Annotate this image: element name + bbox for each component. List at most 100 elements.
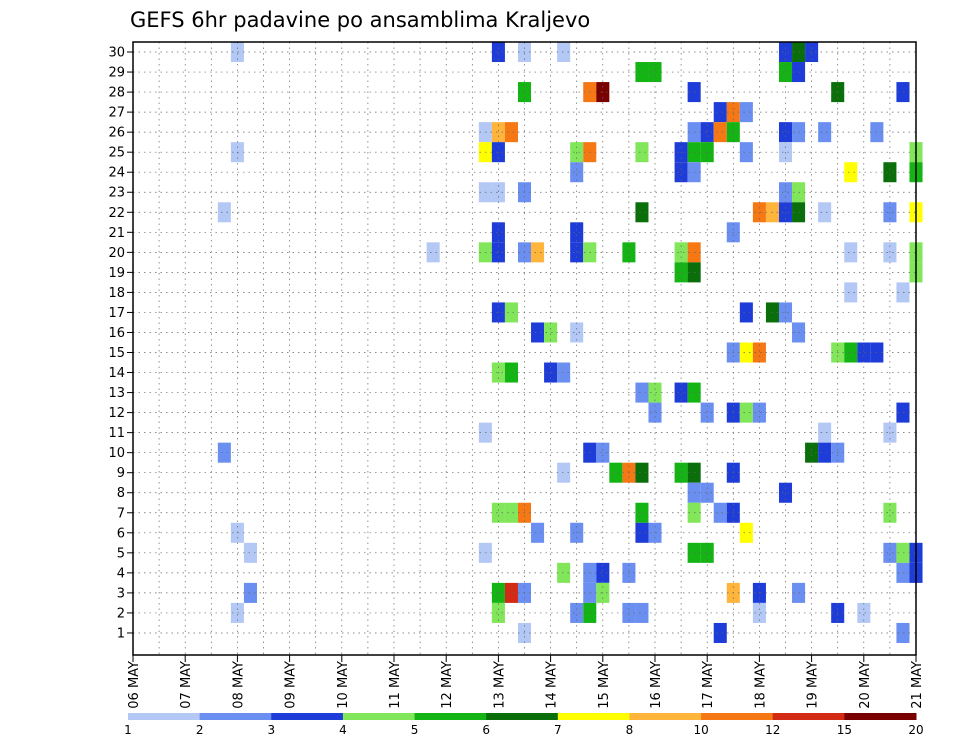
heatmap-cell <box>700 542 714 563</box>
heatmap-cell <box>778 182 793 203</box>
heatmap-cell <box>674 382 688 403</box>
heatmap-cell <box>896 282 910 303</box>
heatmap-cell <box>243 582 257 603</box>
heatmap-cell <box>818 122 832 143</box>
heatmap-cell <box>752 342 766 363</box>
heatmap-cell <box>635 602 649 623</box>
heatmap-cell <box>531 242 545 263</box>
heatmap-cell <box>531 322 545 343</box>
legend-tick-label: 3 <box>267 723 275 737</box>
heatmap-cell <box>504 502 518 523</box>
y-tick-label: 14 <box>108 366 125 381</box>
heatmap-cell <box>596 442 610 463</box>
heatmap-cell <box>674 262 688 283</box>
heatmap-cell <box>557 462 571 483</box>
x-tick-label: 06 MAY <box>127 661 142 709</box>
legend-tick-label: 20 <box>908 723 923 737</box>
heatmap-cell <box>635 62 649 83</box>
heatmap-cell <box>896 402 910 423</box>
heatmap-cell <box>491 602 505 623</box>
heatmap-cell <box>570 162 584 183</box>
x-tick-label: 08 MAY <box>231 661 246 709</box>
y-axis: 1234567891011121314151617181920212223242… <box>108 46 133 641</box>
heatmap-cell <box>883 542 897 563</box>
heatmap-cell <box>570 322 584 343</box>
y-tick-label: 18 <box>108 286 125 301</box>
y-tick-label: 22 <box>108 206 125 221</box>
heatmap-cell <box>713 102 727 123</box>
legend-tick-label: 6 <box>482 723 490 737</box>
heatmap-cell <box>504 122 518 143</box>
heatmap-cell <box>570 602 584 623</box>
y-tick-label: 5 <box>117 546 125 561</box>
y-tick-label: 15 <box>108 346 125 361</box>
x-tick-label: 12 MAY <box>440 661 455 709</box>
heatmap-cell <box>700 402 714 423</box>
heatmap-cell <box>557 362 571 383</box>
heatmap-cell <box>648 62 662 83</box>
heatmap-cell <box>570 222 584 243</box>
heatmap-cell <box>635 502 649 523</box>
legend-tick-label: 10 <box>693 723 708 737</box>
heatmap-cell <box>713 622 727 643</box>
heatmap-cell <box>752 202 766 223</box>
heatmap-cell <box>674 462 688 483</box>
y-tick-label: 6 <box>117 526 125 541</box>
legend-tick-label: 7 <box>554 723 562 737</box>
x-tick-label: 10 MAY <box>336 661 351 709</box>
heatmap-cell <box>857 342 871 363</box>
heatmap-cell <box>700 122 714 143</box>
x-axis: 06 MAY 07 MAY 08 MAY 09 MAY 10 MAY 11 MAY 12 M… <box>127 655 925 709</box>
heatmap-cell <box>778 202 793 223</box>
heatmap-cell <box>504 362 518 383</box>
legend-swatch <box>271 713 344 720</box>
heatmap-cell <box>818 202 832 223</box>
heatmap-cell <box>217 202 231 223</box>
heatmap-cell <box>739 522 753 543</box>
heatmap-cell <box>531 522 545 543</box>
legend-swatch <box>342 713 416 720</box>
x-tick-label: 16 MAY <box>649 661 664 709</box>
legend-swatch <box>844 713 917 720</box>
heatmap-cell <box>700 482 714 503</box>
heatmap-cell <box>635 462 649 483</box>
x-tick-label: 19 MAY <box>806 661 821 709</box>
y-tick-label: 1 <box>117 626 125 641</box>
heatmap-cell <box>896 622 910 643</box>
legend-tick-label: 1 <box>124 723 132 737</box>
heatmap-cell <box>818 422 832 443</box>
y-tick-label: 21 <box>108 226 125 241</box>
legend-swatch <box>128 713 201 720</box>
heatmap-cell <box>674 162 688 183</box>
y-tick-label: 25 <box>108 146 125 161</box>
heatmap-cell <box>243 542 257 563</box>
y-tick-label: 11 <box>108 426 125 441</box>
y-tick-label: 19 <box>108 266 125 281</box>
heatmap-cell <box>778 122 793 143</box>
legend-swatch <box>199 713 272 720</box>
x-tick-label: 17 MAY <box>701 661 716 709</box>
heatmap-cell <box>805 442 819 463</box>
chart-title: GEFS 6hr padavine po ansamblima Kraljevo <box>130 8 590 32</box>
heatmap-cells <box>217 42 923 643</box>
heatmap-cell <box>896 562 910 583</box>
y-tick-label: 17 <box>108 306 125 321</box>
x-tick-label: 11 MAY <box>388 661 403 709</box>
legend-tick-label: 8 <box>626 723 634 737</box>
heatmap-cell <box>844 342 858 363</box>
heatmap-cell <box>713 502 727 523</box>
legend-tick-label: 4 <box>339 723 347 737</box>
y-tick-label: 3 <box>117 586 125 601</box>
y-tick-label: 29 <box>108 66 125 81</box>
heatmap-cell <box>557 42 571 63</box>
heatmap-cell <box>491 502 505 523</box>
x-tick-label: 20 MAY <box>858 661 873 709</box>
y-tick-label: 4 <box>117 566 125 581</box>
heatmap-cell <box>896 542 910 563</box>
y-tick-label: 24 <box>108 166 125 181</box>
x-tick-label: 18 MAY <box>753 661 768 709</box>
heatmap-cell <box>805 42 819 63</box>
heatmap-cell <box>491 182 505 203</box>
heatmap-cell <box>883 202 897 223</box>
heatmap-cell <box>635 142 649 163</box>
